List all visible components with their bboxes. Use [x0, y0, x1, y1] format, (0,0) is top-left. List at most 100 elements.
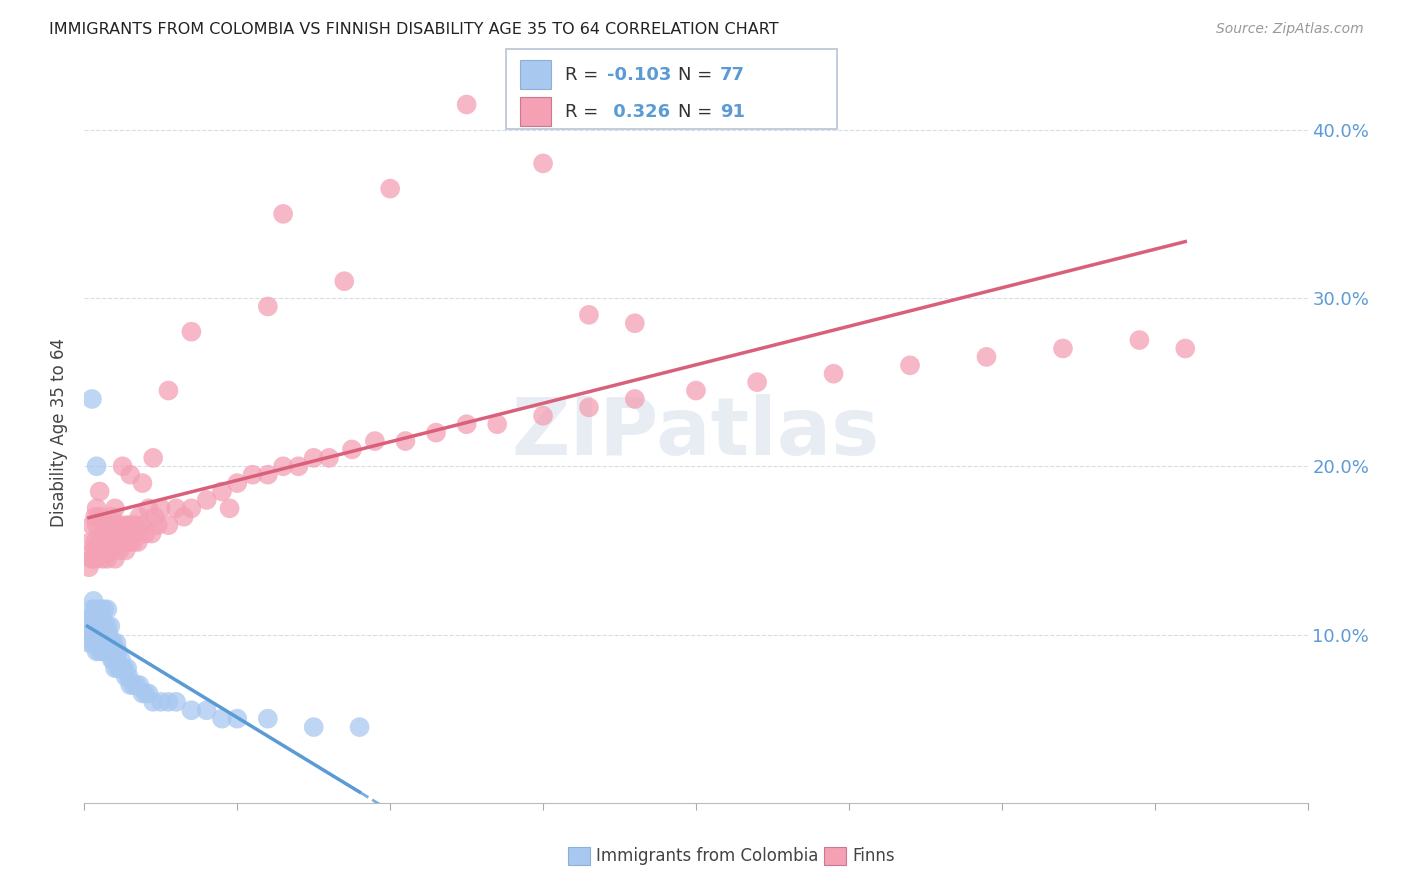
- Point: [138, 501, 160, 516]
- Point: [77, 619, 100, 633]
- Point: [364, 434, 387, 448]
- Point: [349, 720, 371, 734]
- Point: [976, 350, 998, 364]
- Point: [89, 484, 111, 499]
- Point: [380, 181, 402, 195]
- Point: [86, 518, 108, 533]
- Point: [96, 602, 118, 616]
- Point: [111, 535, 134, 549]
- Point: [77, 560, 100, 574]
- Point: [104, 661, 127, 675]
- Point: [83, 610, 105, 624]
- Point: [271, 207, 294, 221]
- Point: [211, 712, 233, 726]
- Point: [226, 712, 249, 726]
- Text: ZIPatlas: ZIPatlas: [512, 393, 880, 472]
- Point: [103, 653, 125, 667]
- Point: [112, 661, 135, 675]
- Point: [98, 526, 121, 541]
- Point: [111, 661, 134, 675]
- Point: [108, 661, 131, 675]
- Point: [80, 518, 103, 533]
- Text: N =: N =: [678, 66, 717, 84]
- Point: [93, 602, 115, 616]
- Text: 77: 77: [720, 66, 745, 84]
- Point: [456, 97, 478, 112]
- Point: [165, 501, 187, 516]
- Point: [105, 535, 128, 549]
- Point: [114, 670, 136, 684]
- Bar: [824, 847, 846, 865]
- Point: [91, 551, 114, 566]
- Point: [131, 686, 153, 700]
- Point: [135, 526, 157, 541]
- Y-axis label: Disability Age 35 to 64: Disability Age 35 to 64: [51, 338, 69, 527]
- Point: [486, 417, 509, 432]
- Point: [86, 644, 108, 658]
- Point: [80, 551, 103, 566]
- Point: [89, 610, 111, 624]
- Point: [101, 653, 124, 667]
- Point: [118, 535, 141, 549]
- Point: [107, 644, 129, 658]
- Point: [86, 627, 108, 641]
- Point: [97, 627, 120, 641]
- Point: [87, 543, 110, 558]
- Point: [578, 401, 600, 415]
- Point: [93, 526, 115, 541]
- Point: [394, 434, 416, 448]
- Point: [122, 535, 145, 549]
- Point: [138, 686, 160, 700]
- Point: [80, 551, 103, 566]
- Point: [456, 417, 478, 432]
- Text: IMMIGRANTS FROM COLOMBIA VS FINNISH DISABILITY AGE 35 TO 64 CORRELATION CHART: IMMIGRANTS FROM COLOMBIA VS FINNISH DISA…: [49, 22, 779, 37]
- Point: [91, 526, 114, 541]
- Point: [257, 467, 280, 482]
- Point: [84, 602, 107, 616]
- Point: [87, 602, 110, 616]
- Point: [110, 653, 132, 667]
- Point: [124, 518, 146, 533]
- Point: [685, 384, 707, 398]
- Point: [120, 518, 142, 533]
- Point: [1128, 333, 1150, 347]
- Point: [146, 518, 169, 533]
- Point: [340, 442, 363, 457]
- Text: 91: 91: [720, 103, 745, 120]
- Point: [87, 636, 110, 650]
- Point: [90, 602, 112, 616]
- Point: [128, 678, 150, 692]
- Point: [125, 678, 148, 692]
- Point: [97, 644, 120, 658]
- Point: [195, 492, 218, 507]
- Point: [84, 509, 107, 524]
- Point: [89, 644, 111, 658]
- Text: R =: R =: [565, 66, 605, 84]
- Point: [180, 501, 202, 516]
- Point: [103, 535, 125, 549]
- Point: [104, 501, 127, 516]
- Point: [86, 610, 108, 624]
- Point: [97, 535, 120, 549]
- Text: N =: N =: [678, 103, 717, 120]
- Point: [94, 627, 117, 641]
- Point: [120, 678, 142, 692]
- Point: [898, 359, 921, 373]
- Point: [107, 526, 129, 541]
- Point: [131, 518, 153, 533]
- Point: [87, 619, 110, 633]
- Point: [80, 636, 103, 650]
- Point: [91, 644, 114, 658]
- Point: [226, 476, 249, 491]
- Point: [149, 501, 172, 516]
- Point: [287, 459, 309, 474]
- Point: [111, 459, 134, 474]
- Point: [90, 619, 112, 633]
- Text: 0.326: 0.326: [607, 103, 671, 120]
- Point: [149, 695, 172, 709]
- Point: [425, 425, 447, 440]
- Point: [218, 501, 240, 516]
- Point: [127, 535, 149, 549]
- Point: [257, 300, 280, 314]
- Point: [128, 509, 150, 524]
